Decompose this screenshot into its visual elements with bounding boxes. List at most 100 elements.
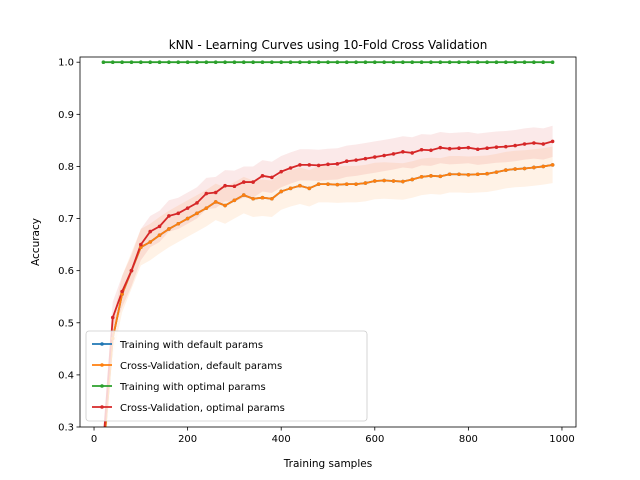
point-cross-validation-optimal-params — [438, 145, 443, 150]
point-cross-validation-optimal-params — [232, 184, 237, 189]
point-training-with-optimal-params — [204, 60, 209, 65]
point-cross-validation-default-params — [532, 165, 536, 170]
point-cross-validation-default-params — [485, 171, 489, 176]
point-cross-validation-optimal-params — [391, 152, 396, 156]
point-cross-validation-optimal-params — [316, 163, 321, 168]
point-training-with-optimal-params — [241, 60, 246, 65]
point-cross-validation-optimal-params — [344, 159, 349, 164]
point-cross-validation-default-params — [438, 174, 443, 179]
point-cross-validation-default-params — [139, 245, 143, 250]
point-cross-validation-default-params — [213, 200, 218, 204]
point-training-with-optimal-params — [410, 60, 415, 65]
point-cross-validation-optimal-params — [541, 142, 546, 146]
point-cross-validation-default-params — [157, 233, 162, 238]
point-cross-validation-optimal-params — [532, 141, 536, 145]
point-cross-validation-default-params — [298, 183, 302, 188]
legend-label: Cross-Validation, default params — [120, 361, 282, 372]
point-training-with-optimal-params — [251, 60, 255, 65]
point-training-with-optimal-params — [401, 60, 405, 65]
point-training-with-optimal-params — [298, 60, 302, 65]
point-training-with-optimal-params — [232, 60, 237, 65]
point-training-with-optimal-params — [354, 60, 358, 65]
point-cross-validation-default-params — [391, 179, 396, 183]
point-cross-validation-optimal-params — [401, 150, 405, 154]
point-cross-validation-optimal-params — [176, 211, 181, 216]
point-cross-validation-optimal-params — [326, 162, 330, 167]
point-training-with-optimal-params — [485, 60, 489, 65]
legend-marker — [100, 363, 104, 367]
point-training-with-optimal-params — [157, 60, 162, 65]
point-cross-validation-optimal-params — [513, 143, 517, 148]
y-tick-label: 0.7 — [58, 214, 74, 225]
point-cross-validation-default-params — [419, 175, 424, 179]
point-training-with-optimal-params — [363, 60, 368, 65]
point-cross-validation-optimal-params — [494, 145, 499, 149]
point-training-with-optimal-params — [335, 60, 340, 65]
y-tick-label: 0.9 — [58, 110, 74, 121]
y-tick-label: 0.3 — [58, 423, 74, 434]
point-training-with-optimal-params — [447, 60, 452, 65]
point-training-with-optimal-params — [419, 60, 424, 65]
point-cross-validation-default-params — [466, 172, 471, 177]
legend-label: Training with optimal params — [119, 382, 266, 393]
point-cross-validation-default-params — [316, 182, 321, 186]
point-training-with-optimal-params — [326, 60, 330, 65]
point-cross-validation-optimal-params — [354, 158, 358, 162]
point-cross-validation-default-params — [401, 179, 405, 184]
point-training-with-optimal-params — [475, 60, 480, 65]
point-cross-validation-default-params — [550, 163, 555, 167]
point-cross-validation-optimal-params — [288, 166, 293, 170]
point-training-with-optimal-params — [504, 60, 508, 65]
point-training-with-optimal-params — [185, 60, 190, 65]
x-axis: 0 200 400 600 800 1000 — [91, 427, 575, 445]
point-cross-validation-default-params — [513, 167, 517, 171]
point-training-with-optimal-params — [429, 60, 433, 65]
point-cross-validation-optimal-params — [251, 180, 255, 184]
point-training-with-optimal-params — [176, 60, 181, 65]
point-cross-validation-default-params — [457, 172, 461, 177]
point-training-with-optimal-params — [110, 60, 115, 65]
point-cross-validation-default-params — [270, 196, 274, 201]
point-cross-validation-default-params — [522, 166, 527, 171]
point-training-with-optimal-params — [382, 60, 386, 65]
series-markers — [101, 60, 555, 341]
point-cross-validation-optimal-params — [298, 163, 302, 167]
point-training-with-optimal-params — [550, 60, 555, 65]
point-cross-validation-default-params — [120, 292, 124, 296]
point-cross-validation-default-params — [204, 206, 209, 210]
point-training-with-optimal-params — [279, 60, 284, 65]
point-cross-validation-optimal-params — [307, 163, 312, 167]
plot-frame — [79, 56, 577, 428]
x-tick-label: 200 — [178, 434, 197, 445]
point-training-with-optimal-params — [139, 60, 143, 65]
point-cross-validation-default-params — [279, 189, 284, 194]
point-cross-validation-default-params — [335, 182, 340, 187]
y-axis: 0.3 0.4 0.5 0.6 0.7 0.8 0.9 1.0 — [58, 58, 80, 434]
point-cross-validation-optimal-params — [485, 146, 489, 150]
y-axis-label: Accuracy — [30, 218, 42, 266]
point-cross-validation-default-params — [363, 181, 368, 185]
point-training-with-optimal-params — [391, 60, 396, 65]
point-cross-validation-optimal-params — [241, 180, 246, 184]
point-training-with-optimal-params — [270, 60, 274, 65]
point-training-with-optimal-params — [344, 60, 349, 65]
point-cross-validation-optimal-params — [522, 142, 527, 146]
point-cross-validation-optimal-params — [419, 147, 424, 152]
point-cross-validation-optimal-params — [223, 183, 227, 188]
point-cross-validation-optimal-params — [410, 151, 415, 155]
point-cross-validation-default-params — [195, 211, 199, 216]
point-training-with-optimal-params — [457, 60, 461, 65]
point-cross-validation-default-params — [326, 182, 330, 186]
point-cross-validation-default-params — [176, 221, 181, 226]
point-cross-validation-optimal-params — [120, 289, 124, 294]
point-cross-validation-optimal-params — [475, 147, 480, 152]
point-cross-validation-optimal-params — [204, 191, 209, 196]
chart-title: kNN - Learning Curves using 10-Fold Cros… — [169, 38, 488, 52]
point-training-with-optimal-params — [223, 60, 227, 65]
point-cross-validation-optimal-params — [110, 315, 115, 320]
legend-box — [85, 330, 368, 422]
point-cross-validation-optimal-params — [157, 224, 162, 229]
point-training-with-optimal-params — [307, 60, 312, 65]
x-axis-label: Training samples — [283, 458, 372, 470]
point-training-with-optimal-params — [129, 60, 134, 65]
